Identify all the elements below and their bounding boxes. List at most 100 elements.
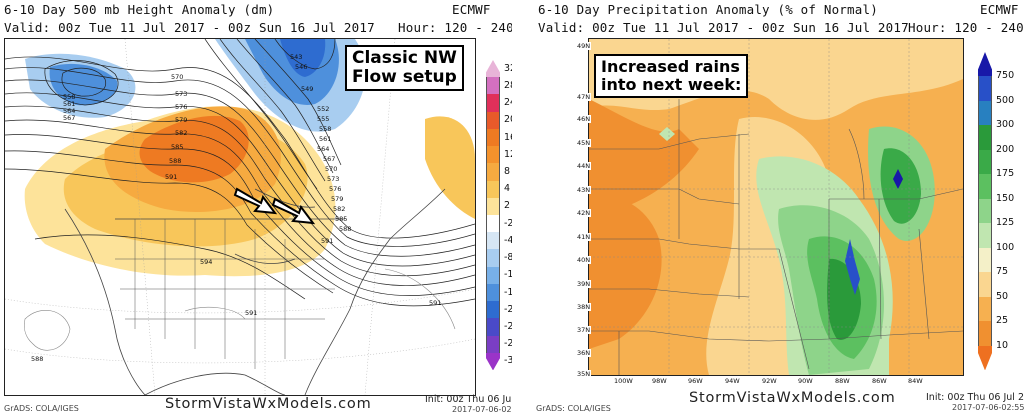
colorbar-label: -8 bbox=[504, 252, 512, 264]
right-brand: StormVistaWxModels.com bbox=[689, 390, 896, 406]
lat-label: 37N bbox=[576, 326, 592, 334]
contour-label: 549 bbox=[301, 85, 313, 93]
contour-label: 588 bbox=[31, 355, 43, 363]
contour-label: 591 bbox=[165, 173, 177, 181]
colorbar-segment bbox=[978, 223, 992, 249]
height-anomaly-map: 558 561 564 567 570 573 576 579 582 585 … bbox=[4, 38, 476, 396]
contour-label: 582 bbox=[333, 205, 345, 213]
lon-label: 86W bbox=[872, 377, 887, 385]
lat-label: 39N bbox=[576, 280, 592, 288]
anomaly-shade-east-yellow bbox=[425, 116, 475, 219]
colorbar-segment bbox=[486, 249, 500, 268]
right-callout-line1: Increased rains bbox=[601, 57, 740, 76]
left-callout: Classic NW Flow setup bbox=[345, 45, 464, 92]
gray-contours bbox=[23, 268, 456, 351]
contour-label: 558 bbox=[319, 125, 331, 133]
precip-anomaly-panel: 6-10 Day Precipitation Anomaly (% of Nor… bbox=[532, 0, 1024, 414]
colorbar-label: 300 bbox=[996, 119, 1015, 131]
lat-label: 41N bbox=[576, 233, 592, 241]
lat-label: 42N bbox=[576, 209, 592, 217]
lon-label: 90W bbox=[798, 377, 813, 385]
colorbar-label: 125 bbox=[996, 217, 1015, 229]
contour-label: 582 bbox=[175, 129, 187, 137]
contour-label: 567 bbox=[63, 114, 75, 122]
colorbar-segment bbox=[978, 149, 992, 175]
right-valid-range: Valid: 00z Tue 11 Jul 2017 - 00z Sun 16 … bbox=[538, 20, 909, 35]
anomaly-shade-dark-orange bbox=[139, 115, 249, 183]
left-title: 6-10 Day 500 mb Height Anomaly (dm) bbox=[4, 2, 275, 17]
colorbar-segment bbox=[978, 76, 992, 102]
precip-shade-indiana-max bbox=[845, 239, 860, 295]
colorbar-label: 4 bbox=[504, 183, 511, 195]
lon-label: 96W bbox=[688, 377, 703, 385]
state-borders bbox=[115, 219, 335, 369]
left-stamp: 2017-07-06-02:55 bbox=[452, 405, 512, 414]
colorbar-label: -12 bbox=[504, 269, 512, 281]
lon-label: 84W bbox=[908, 377, 923, 385]
contour-label: 561 bbox=[63, 100, 75, 108]
colorbar-label: 200 bbox=[996, 143, 1015, 155]
contour-label: 579 bbox=[331, 195, 343, 203]
colorbar-label: 28 bbox=[504, 79, 512, 91]
colorbar-label: 75 bbox=[996, 266, 1009, 278]
colorbar-label: 12 bbox=[504, 148, 512, 160]
colorbar-segment bbox=[978, 52, 992, 77]
lat-label: 47N bbox=[576, 93, 592, 101]
flow-arrow-icon bbox=[233, 187, 278, 215]
precip-shade-west-dark bbox=[589, 196, 662, 349]
contour-label: 573 bbox=[175, 90, 187, 98]
contour-label: 564 bbox=[63, 107, 75, 115]
colorbar-segment bbox=[486, 128, 500, 147]
lat-label: 35N bbox=[576, 370, 592, 378]
colorbar-segment bbox=[978, 198, 992, 224]
right-init: Init: 00z Thu 06 Jul 2017 bbox=[926, 392, 1024, 403]
contour-labels: 558 561 564 567 570 573 576 579 582 585 … bbox=[31, 53, 441, 363]
left-hour-range: Hour: 120 - 240 bbox=[398, 20, 512, 35]
lon-label: 100W bbox=[614, 377, 633, 385]
lat-label: 45N bbox=[576, 139, 592, 147]
right-callout: Increased rains into next week: bbox=[594, 54, 749, 98]
precip-shade-michigan-mid bbox=[880, 148, 921, 224]
left-credit: GrADS: COLA/IGES bbox=[4, 404, 79, 413]
contour-label: 588 bbox=[169, 157, 181, 165]
colorbar-label: 500 bbox=[996, 94, 1015, 106]
contour-label: 558 bbox=[63, 93, 75, 101]
height-anomaly-map-graphic: 558 561 564 567 570 573 576 579 582 585 … bbox=[5, 39, 475, 395]
contour-label: 576 bbox=[175, 103, 187, 111]
contour-label: 591 bbox=[321, 237, 333, 245]
lat-label: 40N bbox=[576, 256, 592, 264]
precip-shade-michigan-max bbox=[893, 169, 903, 189]
colorbar-segment bbox=[486, 60, 500, 78]
contour-label: 585 bbox=[335, 215, 347, 223]
colorbar-label: 150 bbox=[996, 192, 1015, 204]
left-colorbar: 32 28 24 20 16 12 8 4 2 -2 -4 -8 -12 -16 -20 -24 -28 -32 bbox=[486, 60, 512, 371]
lon-label: 98W bbox=[652, 377, 667, 385]
colorbar-segment bbox=[978, 125, 992, 151]
colorbar-segment bbox=[978, 174, 992, 200]
lon-label: 92W bbox=[762, 377, 777, 385]
colorbar-label: -2 bbox=[504, 217, 512, 229]
contour-label: 552 bbox=[317, 105, 329, 113]
lat-label: 43N bbox=[576, 186, 592, 194]
colorbar-label: 16 bbox=[504, 131, 512, 143]
contour-label: 564 bbox=[317, 145, 329, 153]
colorbar-segment bbox=[978, 247, 992, 273]
flow-arrow-icon bbox=[271, 197, 316, 225]
right-hour-range: Hour: 120 - 240 bbox=[908, 20, 1024, 35]
colorbar-label: -16 bbox=[504, 286, 512, 298]
height-anomaly-panel: 6-10 Day 500 mb Height Anomaly (dm) ECMW… bbox=[4, 2, 512, 414]
right-stamp: 2017-07-06-02:55 bbox=[952, 403, 1024, 412]
left-callout-line1: Classic NW bbox=[352, 48, 457, 68]
contour-label: 588 bbox=[339, 225, 351, 233]
colorbar-segment bbox=[486, 318, 500, 337]
colorbar-label: 25 bbox=[996, 315, 1009, 327]
contour-label: 591 bbox=[245, 309, 257, 317]
left-callout-line2: Flow setup bbox=[352, 67, 457, 88]
contour-label: 594 bbox=[200, 258, 212, 266]
colorbar-label: 8 bbox=[504, 165, 511, 177]
colorbar-segment bbox=[486, 266, 500, 285]
anomaly-shade-north-core bbox=[280, 39, 326, 77]
left-init: Init: 00z Thu 06 Jul 2017 bbox=[425, 394, 512, 405]
colorbar-segment bbox=[978, 100, 992, 126]
colorbar-segment bbox=[486, 215, 500, 233]
